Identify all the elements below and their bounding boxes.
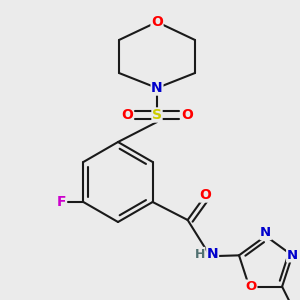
Text: N: N [260,226,271,239]
Text: N: N [151,81,163,95]
Text: N: N [207,247,218,261]
Text: N: N [287,249,298,262]
Text: S: S [152,108,162,122]
Text: H: H [194,248,205,260]
Text: O: O [200,188,212,202]
Text: O: O [151,15,163,29]
Text: O: O [181,108,193,122]
Text: O: O [121,108,133,122]
Text: O: O [246,280,257,293]
Text: F: F [57,195,66,209]
